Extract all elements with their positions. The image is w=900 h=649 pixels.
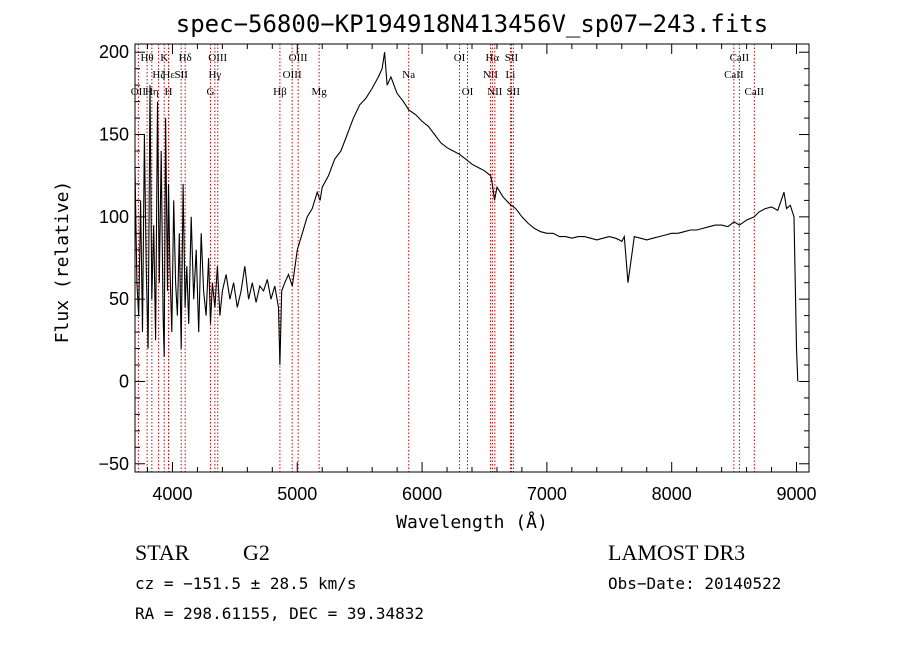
line-marker-label: Hα [485, 52, 499, 64]
object-subclass: G2 [243, 540, 270, 565]
y-axis-ticks: −50 0 50 100 150 200 [98, 42, 809, 474]
line-marker-label: SII [507, 86, 521, 98]
x-tick-label: 8000 [652, 484, 692, 504]
line-marker-label: SII [174, 69, 188, 81]
line-marker-label: Hγ [208, 69, 221, 81]
line-marker-label: H [164, 86, 172, 98]
line-marker-label: Li [506, 69, 516, 81]
x-tick-label: 5000 [277, 484, 317, 504]
line-marker-label: Hθ [140, 52, 153, 64]
obs-date: Obs−Date: 20140522 [608, 574, 781, 593]
line-marker-label: Hζ [152, 69, 165, 81]
line-marker-label: OI [462, 86, 474, 98]
line-marker-label: NII [487, 86, 503, 98]
y-axis-label: Flux (relative) [52, 181, 73, 344]
x-axis-label: Wavelength (Å) [396, 511, 548, 533]
spectrum-line [134, 52, 799, 382]
y-tick-label: 100 [99, 207, 129, 227]
line-marker-label: Na [402, 69, 415, 81]
plot-frame [134, 43, 810, 473]
x-tick-label: 6000 [402, 484, 442, 504]
x-axis-ticks: 4000 5000 6000 7000 8000 9000 [146, 44, 817, 504]
survey-name: LAMOST DR3 [608, 540, 745, 565]
line-marker-label: OII [131, 86, 147, 98]
line-marker-label: OIII [289, 52, 308, 64]
ra-dec: RA = 298.61155, DEC = 39.34832 [135, 604, 424, 623]
spectrum-series [134, 52, 799, 382]
y-tick-label: 200 [99, 42, 129, 62]
line-marker-label: SII [505, 52, 519, 64]
y-tick-label: 150 [99, 125, 129, 145]
line-marker-label: CaII [724, 69, 744, 81]
redshift-cz: cz = −151.5 ± 28.5 km/s [135, 574, 357, 593]
line-marker-label: CaII [730, 52, 750, 64]
line-marker-label: Mg [311, 86, 327, 98]
line-marker-label: Hβ [273, 86, 287, 98]
y-tick-label: 50 [109, 289, 129, 309]
line-marker-label: Hη [145, 86, 159, 98]
chart-title: spec−56800−KP194918N413456V_sp07−243.fit… [176, 10, 768, 38]
x-tick-label: 4000 [152, 484, 192, 504]
y-tick-label: 0 [119, 371, 129, 391]
line-marker-label: NII [483, 69, 499, 81]
x-tick-label: 9000 [776, 484, 816, 504]
line-marker-label: G [207, 86, 215, 98]
y-tick-label: −50 [98, 454, 129, 474]
line-marker-label: CaII [745, 86, 765, 98]
line-marker-label: K [160, 52, 168, 64]
line-marker-label: OI [454, 52, 466, 64]
x-tick-label: 7000 [527, 484, 567, 504]
object-class: STAR [135, 540, 190, 565]
line-marker-label: Hδ [179, 52, 192, 64]
line-marker-label: OIII [283, 69, 302, 81]
line-marker-label: OIII [208, 52, 227, 64]
line-marker-label: Hε [162, 69, 175, 81]
